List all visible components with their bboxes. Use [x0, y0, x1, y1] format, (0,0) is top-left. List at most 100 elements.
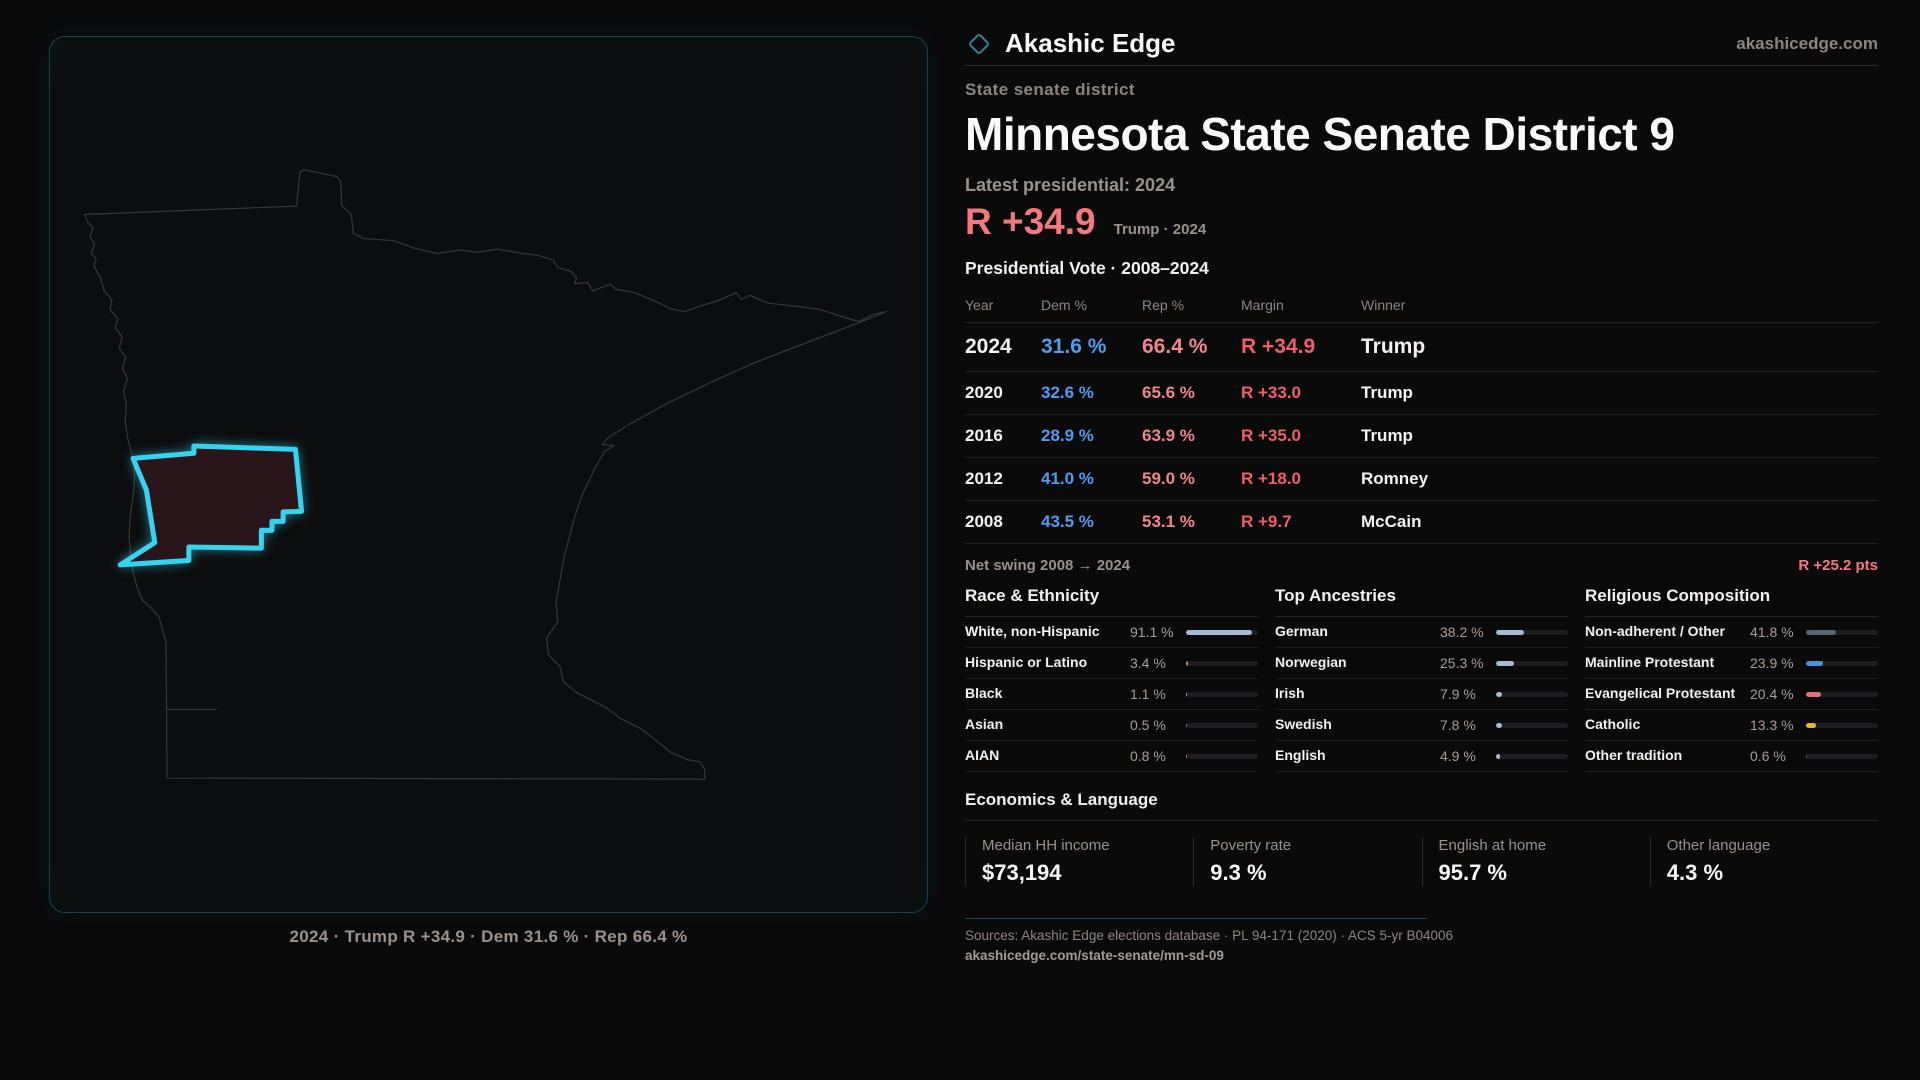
demo-row: AIAN 0.8 % [965, 741, 1258, 772]
stat-value: 9.3 % [1210, 860, 1267, 885]
demo-bar-fill [1496, 660, 1515, 666]
demo-value: 4.9 % [1440, 748, 1476, 764]
district-9-shape[interactable] [117, 443, 305, 568]
demo-bar-fill [1186, 691, 1187, 697]
demo-value: 7.8 % [1440, 717, 1476, 733]
net-swing-value: R +25.2 pts [1798, 557, 1878, 574]
demo-bar-fill [1186, 660, 1189, 666]
demo-label: German [1275, 623, 1328, 640]
brand-domain-link[interactable]: akashicedge.com [1736, 33, 1878, 53]
demo-label: Norwegian [1275, 654, 1347, 671]
demo-bar-track [1496, 691, 1568, 697]
pres-table-title: Presidential Vote · 2008–2024 [965, 258, 1209, 278]
district-map-panel [49, 36, 928, 913]
demo-value: 13.3 % [1750, 717, 1794, 733]
demo-row: Irish 7.9 % [1275, 679, 1568, 710]
demo-bar-track [1806, 660, 1878, 666]
cell-year: 2016 [965, 414, 1041, 458]
demo-bar-track [1496, 629, 1568, 635]
demo-label: Other tradition [1585, 747, 1683, 764]
demo-value: 38.2 % [1440, 624, 1484, 640]
detail-panel: Akashic Edge akashicedge.com State senat… [965, 28, 1878, 963]
demo-bar-track [1806, 722, 1878, 728]
demo-section: Top Ancestries German 38.2 % Norwegian 25.3 … [1275, 586, 1568, 772]
demo-bar-fill [1186, 629, 1252, 635]
cell-margin: R +34.9 [1241, 322, 1361, 372]
demo-bar-track [1186, 753, 1258, 759]
pres-table-row: 2020 32.6 % 65.6 % R +33.0 Trump [965, 371, 1878, 415]
demo-row: White, non-Hispanic 91.1 % [965, 617, 1258, 648]
kicker: State senate district [965, 80, 1135, 99]
demo-bar-fill [1806, 629, 1837, 635]
latest-presidential-label: Latest presidential: 2024 [965, 175, 1176, 195]
demo-bar-track [1186, 691, 1258, 697]
cell-winner: Romney [1361, 457, 1878, 501]
cell-rep: 59.0 % [1142, 457, 1241, 501]
demo-label: Black [965, 685, 1003, 702]
demo-row: Evangelical Protestant 20.4 % [1585, 679, 1878, 710]
demo-row: Asian 0.5 % [965, 710, 1258, 741]
demo-label: Asian [965, 716, 1004, 733]
economics-title: Economics & Language [965, 790, 1878, 821]
col-header-rep: Rep % [1142, 288, 1241, 323]
cell-winner: Trump [1361, 414, 1878, 458]
cell-dem: 28.9 % [1041, 414, 1142, 458]
headline-margin: R +34.9 [965, 201, 1096, 242]
demo-row: Non-adherent / Other 41.8 % [1585, 617, 1878, 648]
diamond-logo-icon [969, 33, 989, 54]
demo-value: 3.4 % [1130, 655, 1166, 671]
brand-header: Akashic Edge akashicedge.com [965, 28, 1878, 66]
demo-row: Mainline Protestant 23.9 % [1585, 648, 1878, 679]
stat-card: Median HH income $73,194 [965, 837, 1193, 886]
demo-value: 7.9 % [1440, 686, 1476, 702]
state-outline [83, 169, 887, 780]
demo-label: English [1275, 747, 1326, 764]
demo-label: AIAN [965, 747, 1000, 764]
demo-row: Catholic 13.3 % [1585, 710, 1878, 741]
demo-bar-fill [1496, 753, 1500, 759]
demo-bar-fill [1806, 660, 1824, 666]
footer-url-link[interactable]: akashicedge.com/state-senate/mn-sd-09 [965, 948, 1224, 963]
demo-value: 41.8 % [1750, 624, 1794, 640]
demo-bar-fill [1496, 629, 1524, 635]
net-swing-row: Net swing 2008 → 2024 R +25.2 pts [965, 544, 1878, 586]
demo-value: 25.3 % [1440, 655, 1484, 671]
econ-stats: Median HH income $73,194 Poverty rate 9.3 %… [965, 837, 1878, 886]
cell-year: 2020 [965, 371, 1041, 415]
cell-rep: 66.4 % [1142, 322, 1241, 372]
demo-label: White, non-Hispanic [965, 623, 1100, 640]
cell-margin: R +33.0 [1241, 371, 1361, 415]
demo-value: 1.1 % [1130, 686, 1166, 702]
net-swing-label: Net swing 2008 → 2024 [965, 557, 1131, 574]
cell-winner: Trump [1361, 322, 1878, 372]
headline-margin-row: R +34.9 Trump · 2024 [965, 201, 1878, 243]
demo-bar-track [1186, 660, 1258, 666]
demo-label: Catholic [1585, 716, 1641, 733]
demo-row: German 38.2 % [1275, 617, 1568, 648]
demo-value: 0.8 % [1130, 748, 1166, 764]
col-header-winner: Winner [1361, 288, 1878, 323]
demo-bar-track [1186, 722, 1258, 728]
cell-winner: Trump [1361, 371, 1878, 415]
stat-card: Other language 4.3 % [1649, 837, 1878, 886]
demo-label: Non-adherent / Other [1585, 623, 1726, 640]
demo-section: Race & Ethnicity White, non-Hispanic 91.1 … [965, 586, 1258, 772]
stat-card: Poverty rate 9.3 % [1193, 837, 1421, 886]
demo-bar-track [1806, 753, 1878, 759]
cell-rep: 65.6 % [1142, 371, 1241, 415]
brand-name: Akashic Edge [1005, 28, 1176, 58]
demo-label: Mainline Protestant [1585, 654, 1715, 671]
demo-value: 0.6 % [1750, 748, 1786, 764]
cell-margin: R +9.7 [1241, 500, 1361, 544]
footer-sources: Sources: Akashic Edge elections database… [965, 928, 1454, 943]
demo-value: 23.9 % [1750, 655, 1794, 671]
stat-label: Other language [1666, 837, 1771, 854]
demo-bar-track [1496, 660, 1568, 666]
demo-bar-fill [1496, 691, 1502, 697]
stat-label: English at home [1438, 837, 1547, 854]
demo-value: 91.1 % [1130, 624, 1174, 640]
cell-margin: R +35.0 [1241, 414, 1361, 458]
pres-table-header-row: Year Dem % Rep % Margin Winner [965, 288, 1878, 323]
demo-row: Swedish 7.8 % [1275, 710, 1568, 741]
demo-bar-track [1496, 753, 1568, 759]
